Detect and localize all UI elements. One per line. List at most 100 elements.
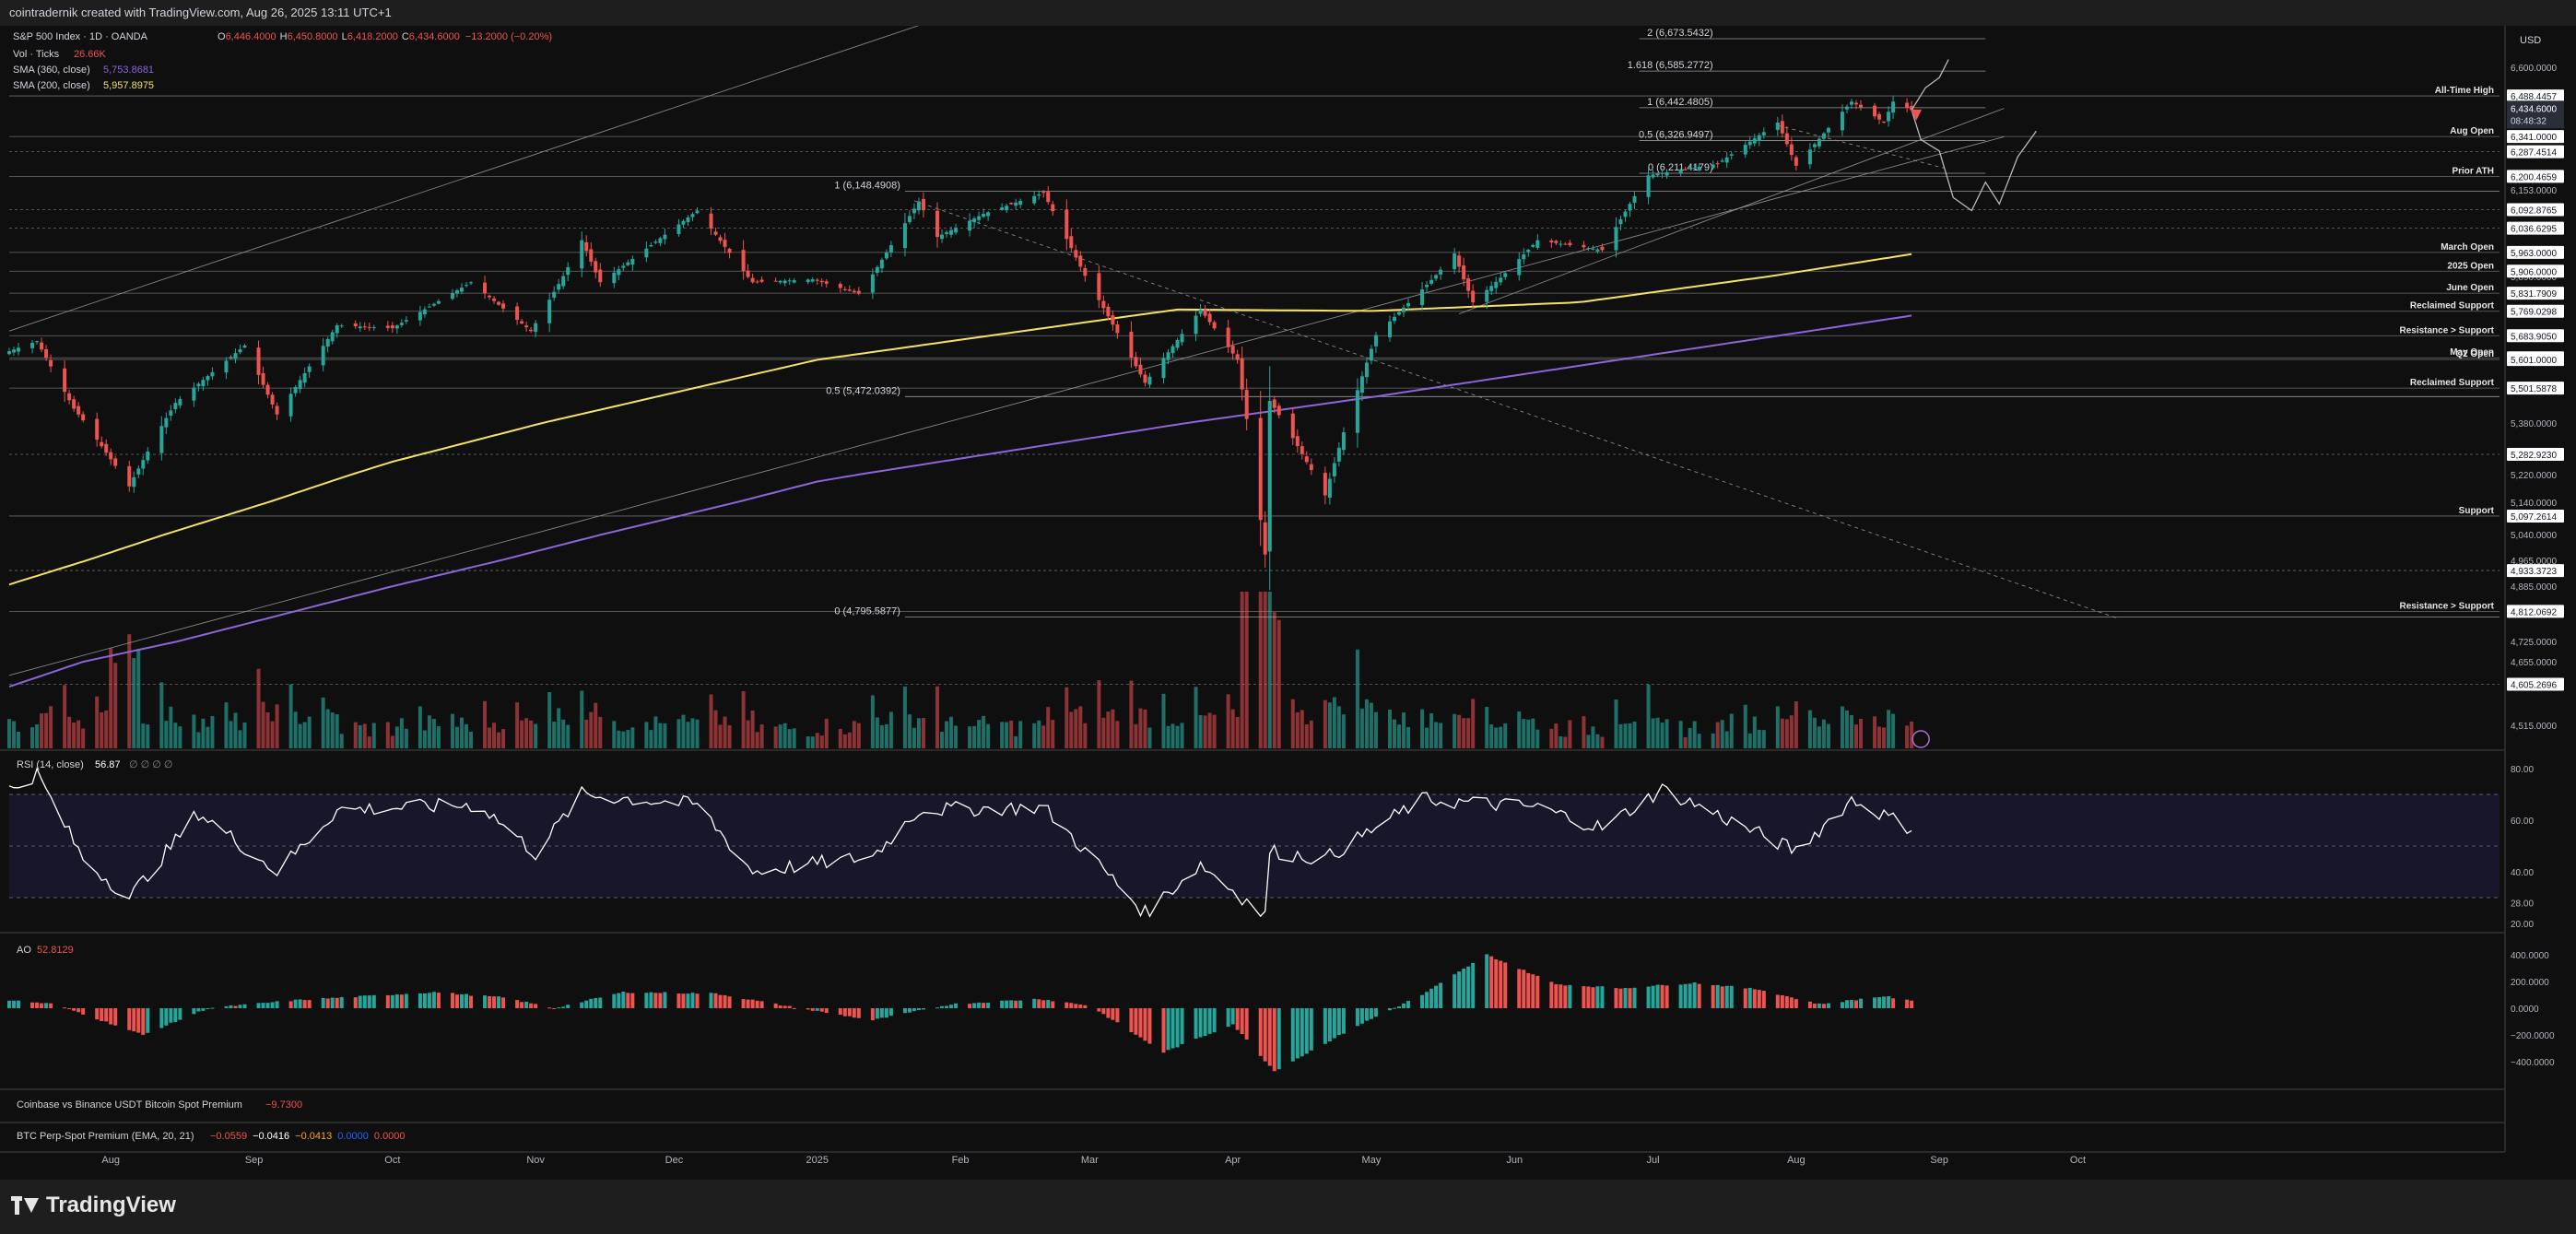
volume-bar — [1000, 722, 1005, 748]
candle-body — [806, 279, 810, 283]
candle-body — [497, 301, 501, 305]
ao-bar — [723, 994, 727, 1008]
volume-bar — [1688, 727, 1692, 748]
candle-body — [921, 198, 925, 211]
candle-body — [838, 283, 842, 288]
volume-bar — [159, 682, 164, 748]
sma-360-line — [8, 314, 1912, 688]
volume-bar — [1531, 718, 1535, 748]
candle-body — [113, 458, 118, 466]
volume-bar — [459, 717, 464, 748]
ohlc-value: 6,434.6000 — [409, 31, 460, 42]
volume-bar — [450, 713, 454, 748]
ao-bar — [330, 997, 335, 1008]
volume-bar — [422, 730, 427, 748]
volume-bar — [1697, 734, 1701, 748]
candle-body — [1341, 432, 1346, 451]
candle-body — [529, 329, 534, 332]
candle-body — [1568, 242, 1572, 246]
ao-bar — [968, 1004, 972, 1008]
level-label: June Open — [2446, 283, 2494, 293]
ao-bar — [727, 996, 732, 1008]
ao-bar — [1051, 1001, 1055, 1008]
volume-bar — [838, 728, 842, 748]
ao-bar — [778, 1005, 782, 1008]
ao-bar — [695, 993, 700, 1008]
volume-bar — [275, 704, 279, 748]
volume-bar — [1359, 708, 1364, 748]
ao-bar — [238, 1005, 242, 1008]
volume-bar — [580, 690, 584, 748]
level-label: Resistance > Support — [2399, 601, 2494, 611]
ao-bar — [1014, 1000, 1018, 1008]
candle-body — [1272, 399, 1276, 408]
level-label: Aug Open — [2450, 126, 2494, 136]
volume-bar — [649, 730, 653, 748]
candle-body — [1106, 306, 1111, 317]
volume-bar — [782, 723, 787, 748]
candle-body — [44, 348, 49, 358]
level-price-tag — [2507, 304, 2564, 318]
candle-body — [1720, 160, 1724, 162]
candle-body — [695, 210, 700, 214]
volume-bar — [132, 658, 136, 748]
volume-bar — [935, 686, 940, 748]
candle-body — [902, 223, 907, 249]
volume-bar — [224, 702, 229, 748]
volume-bar — [741, 691, 746, 748]
ao-legend-value: 52.8129 — [37, 945, 74, 956]
ao-bar — [1522, 970, 1526, 1008]
volume-bar — [1462, 718, 1466, 748]
ao-bar — [127, 1008, 132, 1030]
ao-bar — [1628, 988, 1632, 1008]
volume-bar — [1683, 736, 1688, 748]
candle-body — [1494, 281, 1499, 288]
x-tick-label: Oct — [2070, 1155, 2086, 1166]
ao-bar — [940, 1005, 945, 1008]
candle-body — [972, 218, 977, 223]
ao-bar — [945, 1005, 949, 1008]
ao-bar — [842, 1008, 847, 1017]
ao-bar — [856, 1008, 861, 1018]
candle-body — [912, 208, 916, 214]
volume-bar — [44, 712, 49, 748]
chart-canvas[interactable]: All-Time High Aug Open Prior ATH March Open… — [0, 26, 2576, 1180]
ao-bar — [1623, 987, 1628, 1008]
level-price-tag-text: 5,601.0000 — [2511, 356, 2557, 366]
ao-bar — [1207, 1008, 1212, 1034]
tradingview-logo[interactable]: TradingView — [11, 1193, 176, 1218]
volume-bar — [547, 692, 552, 748]
volume-bar — [1166, 725, 1170, 748]
candle-body — [1230, 346, 1235, 354]
ao-bar — [746, 999, 750, 1008]
ao-bar — [1364, 1008, 1369, 1021]
ao-bar — [201, 1008, 206, 1011]
ao-bar — [1784, 995, 1789, 1008]
candle-body — [1503, 273, 1508, 277]
volume-bar — [1761, 730, 1766, 748]
candle-body — [644, 248, 649, 258]
volume-bar — [1877, 726, 1882, 748]
volume-bar — [394, 726, 399, 748]
volume-bar — [1623, 723, 1628, 748]
ao-bar — [1078, 1005, 1083, 1008]
volume-bar — [127, 634, 132, 748]
volume-bar — [621, 731, 626, 748]
volume-bar — [1402, 712, 1406, 748]
rsi-line — [8, 767, 1912, 918]
ao-bar — [1499, 960, 1503, 1008]
volume-bar — [1355, 649, 1359, 748]
ao-bar — [358, 995, 362, 1008]
ao-bar — [1595, 986, 1600, 1008]
volume-bar — [1327, 702, 1332, 748]
volume-bar — [1485, 707, 1489, 748]
volume-bar — [644, 722, 649, 748]
candle-body — [483, 282, 488, 294]
x-tick-label: 2025 — [806, 1155, 829, 1166]
candle-body — [1526, 249, 1531, 253]
ao-bar — [626, 993, 630, 1008]
y-tick-label: 5,140.0000 — [2511, 499, 2557, 509]
volume-bar — [1323, 699, 1327, 748]
candle-body — [1747, 141, 1752, 146]
volume-bar — [7, 719, 11, 748]
